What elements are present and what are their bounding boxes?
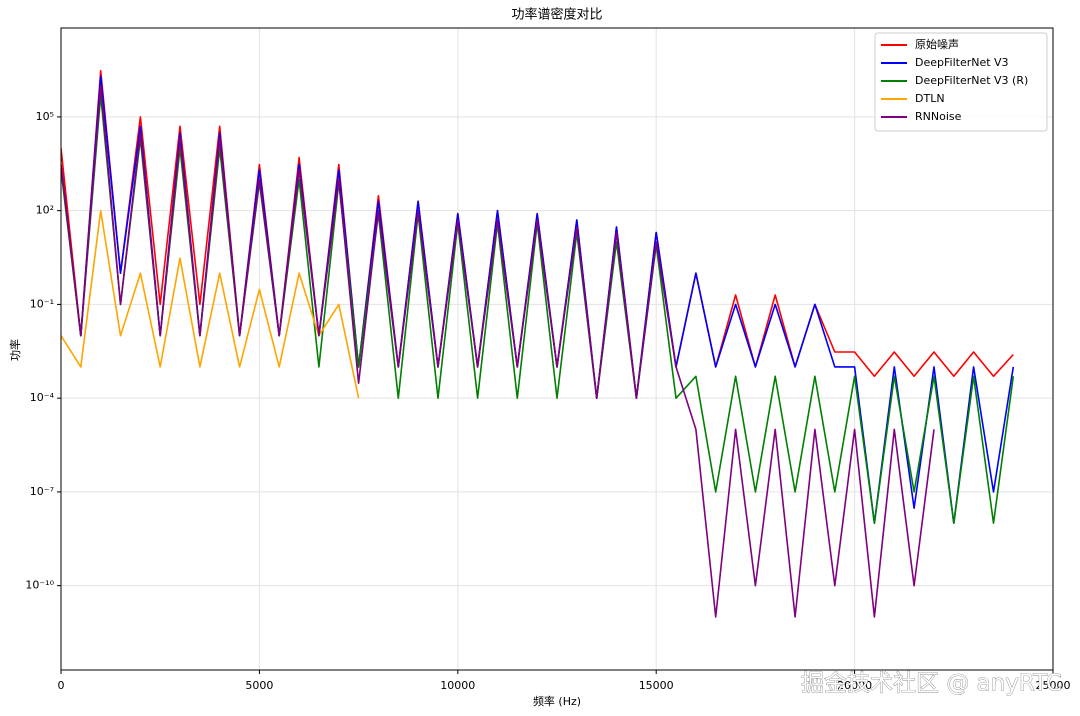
x-axis-label: 频率 (Hz): [533, 694, 581, 708]
legend-box: [874, 32, 1048, 132]
legend-label: RNNoise: [915, 110, 962, 123]
x-tick-label: 0: [58, 679, 65, 692]
x-tick-label: 15000: [639, 679, 674, 692]
y-tick-label: 10⁻⁴: [30, 391, 55, 404]
y-tick-label: 10⁻⁷: [30, 485, 54, 498]
x-tick-label: 10000: [440, 679, 475, 692]
chart-title: 功率谱密度对比: [511, 7, 602, 23]
legend-label: DeepFilterNet V3: [915, 56, 1009, 69]
series-line: [61, 84, 935, 618]
watermark: 掘金技术社区 @ anyRTC: [801, 671, 1062, 697]
y-tick-label: 10⁻¹⁰: [25, 579, 54, 592]
y-axis-label: 功率: [8, 339, 22, 361]
x-tick-label: 20000: [837, 679, 872, 692]
y-tick-label: 10⁵: [36, 110, 54, 123]
x-tick-label: 5000: [245, 679, 273, 692]
legend-label: DTLN: [915, 92, 945, 105]
series-line: [61, 94, 1015, 524]
x-tick-label: 25000: [1036, 679, 1071, 692]
plot-frame: [60, 27, 1054, 671]
legend-label: DeepFilterNet V3 (R): [915, 74, 1028, 87]
series-line: [61, 209, 360, 399]
legend-label: 原始噪声: [915, 37, 959, 51]
y-tick-label: 10²: [36, 204, 54, 217]
series-line: [61, 75, 1015, 524]
y-tick-label: 10⁻¹: [30, 297, 54, 310]
